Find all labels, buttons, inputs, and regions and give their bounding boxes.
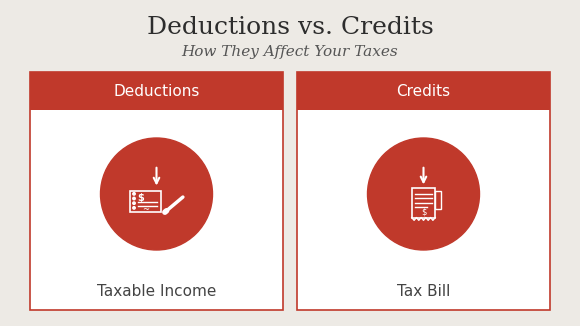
Bar — [130, 191, 161, 212]
Bar — [435, 191, 441, 209]
Circle shape — [133, 207, 135, 209]
Circle shape — [133, 202, 135, 204]
Text: Tax Bill: Tax Bill — [397, 285, 450, 300]
FancyBboxPatch shape — [297, 72, 550, 110]
Bar — [412, 188, 435, 217]
FancyBboxPatch shape — [30, 72, 283, 110]
FancyBboxPatch shape — [297, 72, 550, 310]
Text: Deductions vs. Credits: Deductions vs. Credits — [147, 17, 433, 39]
Circle shape — [133, 193, 135, 195]
Text: Deductions: Deductions — [113, 83, 200, 98]
Circle shape — [368, 138, 480, 250]
Text: $: $ — [137, 193, 144, 203]
Text: ~: ~ — [142, 205, 149, 214]
Text: Credits: Credits — [397, 83, 451, 98]
Circle shape — [100, 138, 212, 250]
Text: $: $ — [421, 208, 426, 217]
Text: How They Affect Your Taxes: How They Affect Your Taxes — [182, 45, 398, 59]
FancyBboxPatch shape — [30, 72, 283, 310]
Circle shape — [133, 197, 135, 200]
Text: Taxable Income: Taxable Income — [97, 285, 216, 300]
